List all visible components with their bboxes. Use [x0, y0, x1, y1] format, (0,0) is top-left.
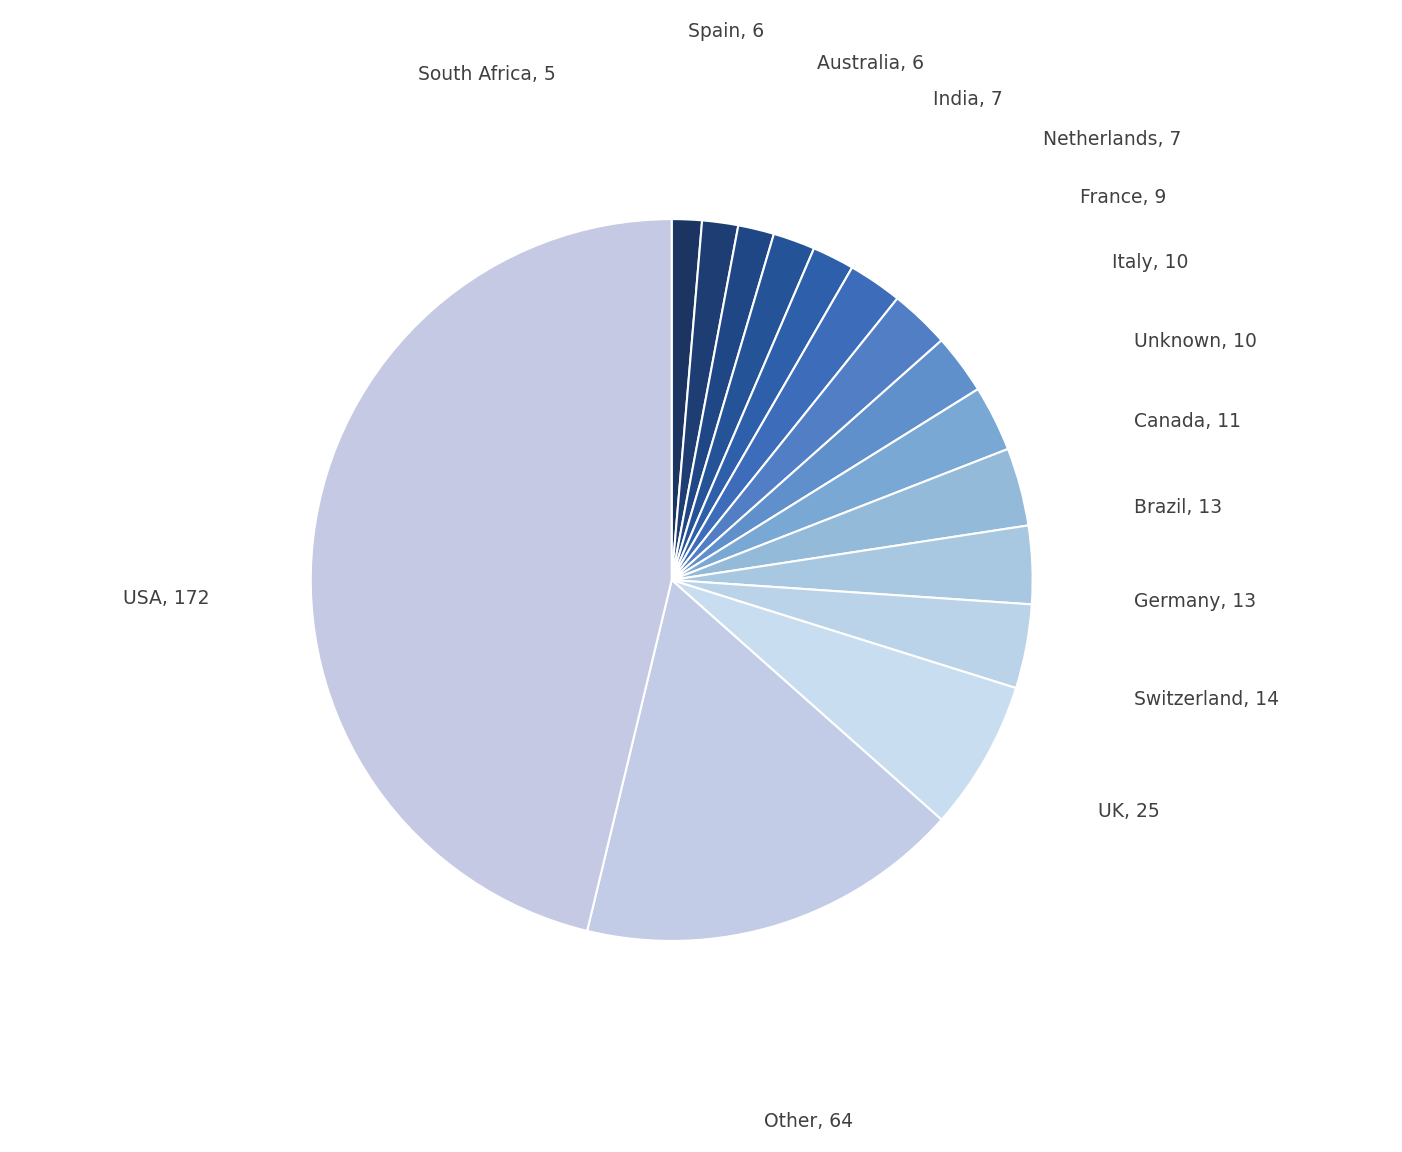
Text: UK, 25: UK, 25	[993, 761, 1159, 820]
Wedge shape	[672, 579, 1032, 688]
Wedge shape	[672, 226, 774, 579]
Wedge shape	[311, 219, 672, 931]
Wedge shape	[672, 340, 979, 579]
Text: India, 7: India, 7	[796, 91, 1002, 234]
Text: Switzerland, 14: Switzerland, 14	[1033, 649, 1279, 708]
Wedge shape	[672, 298, 942, 579]
Text: Italy, 10: Italy, 10	[925, 253, 1189, 313]
Wedge shape	[672, 234, 815, 579]
Wedge shape	[672, 220, 739, 579]
Wedge shape	[672, 267, 897, 579]
Text: Germany, 13: Germany, 13	[1039, 564, 1256, 612]
Wedge shape	[672, 449, 1029, 579]
Text: Spain, 6: Spain, 6	[688, 22, 764, 215]
Wedge shape	[672, 579, 1016, 820]
Text: Netherlands, 7: Netherlands, 7	[837, 130, 1182, 251]
Text: Brazil, 13: Brazil, 13	[1028, 485, 1221, 517]
Text: Other, 64: Other, 64	[764, 931, 854, 1131]
Text: South Africa, 5: South Africa, 5	[418, 66, 687, 212]
Wedge shape	[672, 525, 1033, 605]
Text: France, 9: France, 9	[879, 188, 1166, 276]
Text: Australia, 6: Australia, 6	[758, 54, 924, 222]
Wedge shape	[672, 249, 852, 579]
Wedge shape	[587, 579, 942, 941]
Text: USA, 172: USA, 172	[123, 537, 306, 607]
Text: Unknown, 10: Unknown, 10	[966, 332, 1256, 359]
Wedge shape	[672, 219, 702, 579]
Text: Canada, 11: Canada, 11	[1001, 411, 1241, 431]
Wedge shape	[672, 389, 1008, 579]
